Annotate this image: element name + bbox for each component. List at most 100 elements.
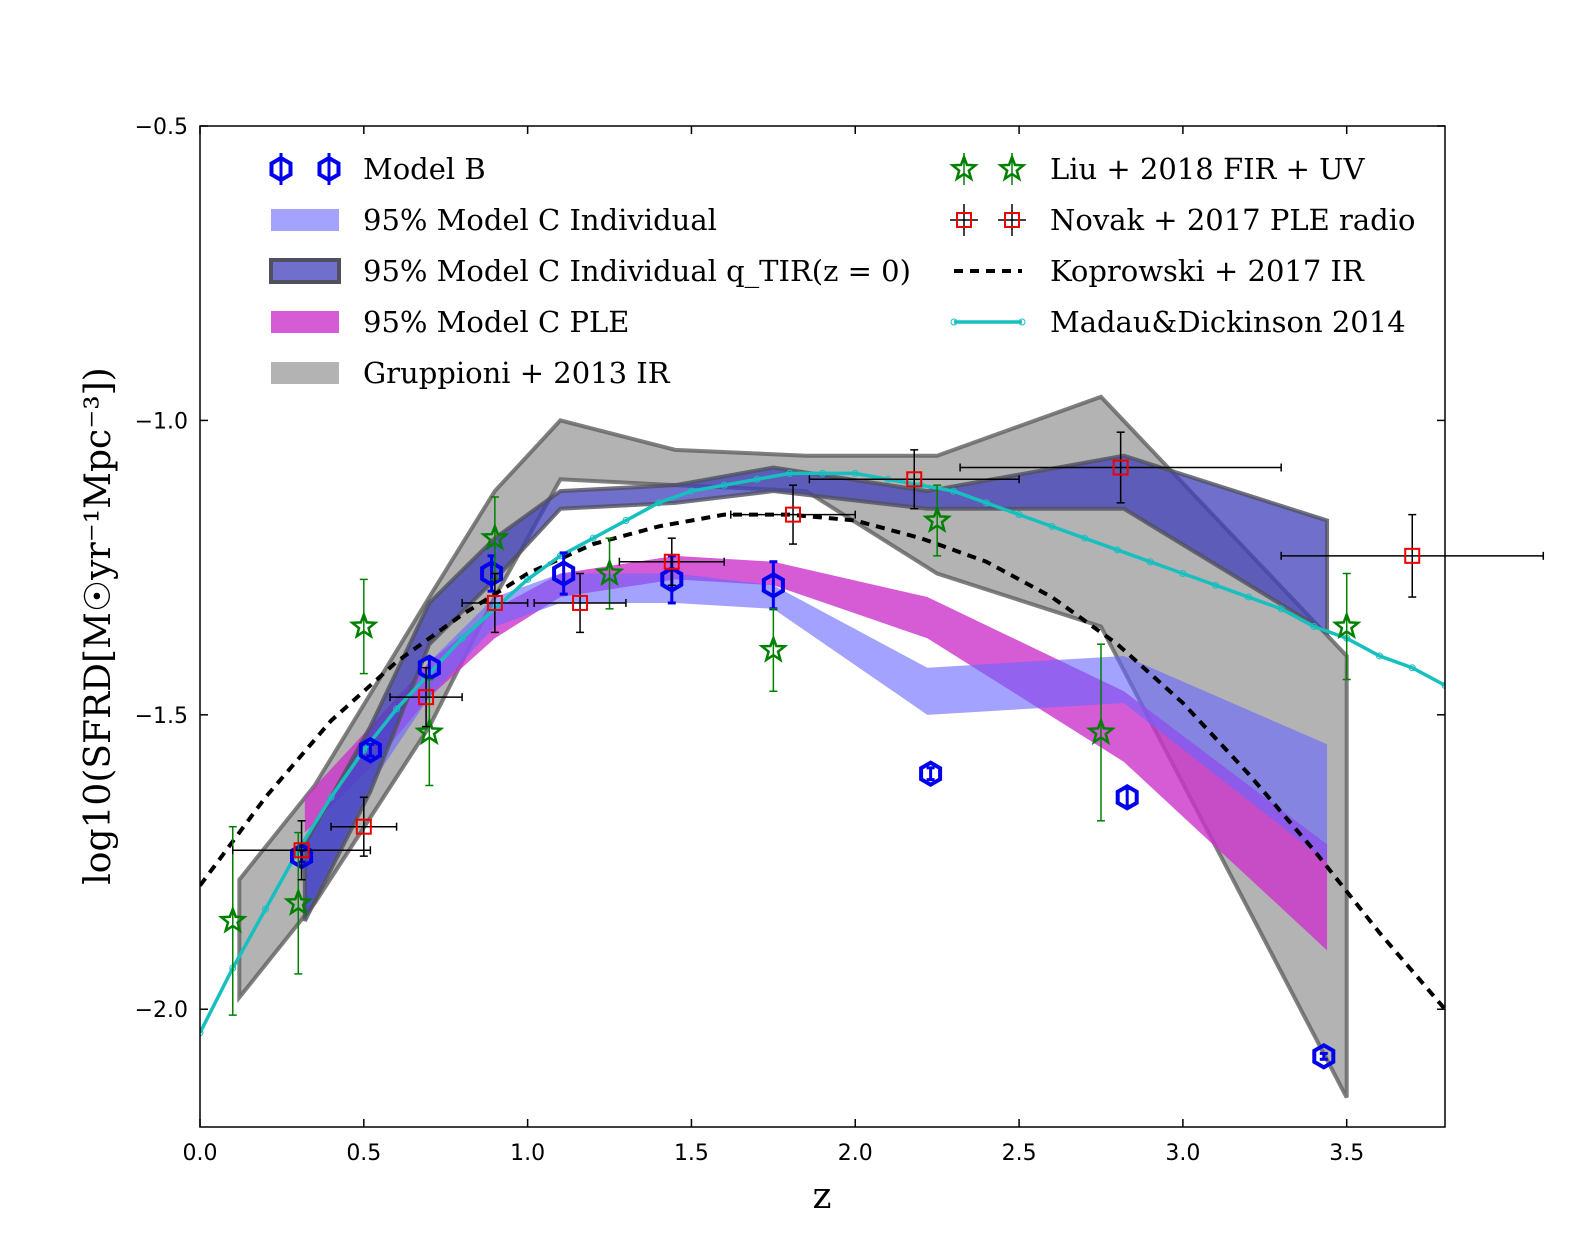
point-liu-2018-fir-uv [218, 905, 248, 934]
line-marker [200, 1029, 204, 1037]
legend-swatch [271, 209, 339, 231]
line-marker [1375, 652, 1383, 660]
point-liu-2018-fir-uv [283, 887, 314, 916]
line-marker [622, 517, 630, 525]
x-tick-label: 0.0 [183, 1141, 218, 1166]
point-novak-2017-ple-radio [1404, 547, 1421, 564]
legend-swatch [956, 212, 972, 228]
point-liu-2018-fir-uv [758, 634, 789, 663]
line-marker [1212, 581, 1220, 589]
line-marker [1113, 546, 1121, 554]
line-marker [786, 469, 794, 477]
legend-label: Koprowski + 2017 IR [1050, 254, 1365, 288]
line-marker [589, 534, 597, 542]
line-marker [1244, 593, 1252, 601]
legend-label: Liu + 2018 FIR + UV [1050, 152, 1366, 186]
legend-swatch [949, 153, 979, 182]
point-novak-2017-ple-radio [486, 594, 503, 611]
point-model-b [417, 654, 441, 682]
line-marker [393, 705, 401, 713]
legend-swatch [1018, 318, 1026, 326]
legend-swatch [1004, 212, 1020, 228]
legend-label: Novak + 2017 PLE radio [1050, 203, 1415, 237]
line-marker [982, 499, 990, 507]
line-marker [1441, 681, 1445, 689]
legend-label: 95% Model C Individual [363, 203, 717, 237]
line-marker [1048, 522, 1056, 530]
point-model-b [1115, 783, 1139, 811]
line-marker [458, 634, 466, 642]
point-model-b [1312, 1042, 1336, 1070]
line-marker [819, 469, 826, 477]
data-points [218, 431, 1545, 1070]
legend-swatch [950, 318, 958, 326]
legend-label: Madau&Dickinson 2014 [1050, 305, 1406, 339]
legend-swatch [317, 155, 341, 183]
point-novak-2017-ple-radio [355, 818, 372, 835]
x-tick-label: 3.0 [1165, 1141, 1200, 1166]
line-marker [1310, 623, 1318, 630]
point-model-b [919, 760, 943, 788]
line-koprowski-2017-ir [200, 512, 1445, 1011]
point-novak-2017-ple-radio [293, 842, 310, 859]
point-novak-2017-ple-radio [572, 594, 589, 611]
point-model-b [552, 560, 576, 587]
y-axis-title: log10(SFRD[M☉yr⁻¹Mpc⁻³]) [78, 367, 119, 884]
point-novak-2017-ple-radio [785, 506, 802, 523]
y-tick-label: −2.0 [135, 998, 188, 1023]
y-tick-label: −1.5 [135, 704, 188, 729]
band-gruppioni-2013-ir [237, 394, 1349, 1099]
point-novak-2017-ple-radio [906, 471, 923, 488]
y-tick-label: −0.5 [135, 115, 188, 140]
plot-frame [199, 125, 1446, 1128]
line-marker [1015, 511, 1023, 519]
point-model-b [761, 571, 785, 599]
line-marker [655, 499, 663, 507]
line-marker [262, 905, 270, 913]
point-novak-2017-ple-radio [663, 553, 680, 570]
point-liu-2018-fir-uv [349, 610, 379, 640]
x-tick-label: 2.0 [838, 1141, 873, 1166]
line-marker [950, 487, 958, 495]
line-marker [327, 793, 335, 801]
line-marker [1277, 605, 1285, 613]
legend-label: Model B [363, 152, 486, 186]
line-marker [1081, 534, 1089, 542]
legend-swatch [271, 311, 339, 333]
x-tick-label: 0.5 [346, 1141, 381, 1166]
legend-label: 95% Model C PLE [363, 305, 629, 339]
legend-swatch [271, 362, 339, 384]
point-liu-2018-fir-uv [594, 557, 625, 587]
axes: 0.0 0.5 1.0 1.5 2.0 2.5 3.0 3.5 −0.5 −1.0 −1.5 −2.0 [135, 115, 1445, 1166]
point-novak-2017-ple-radio [1112, 459, 1129, 476]
point-liu-2018-fir-uv [1086, 716, 1116, 746]
legend-swatch [269, 155, 293, 183]
line-marker [1408, 664, 1416, 672]
line-marker [753, 475, 761, 483]
line-marker [687, 487, 695, 495]
line-marker [851, 469, 859, 477]
x-tick-label: 1.0 [510, 1141, 545, 1166]
point-liu-2018-fir-uv [480, 522, 510, 551]
point-liu-2018-fir-uv [414, 716, 445, 746]
point-novak-2017-ple-radio [418, 689, 435, 706]
legend-label: 95% Model C Individual q_TIR(z = 0) [363, 254, 911, 289]
line-marker [524, 575, 532, 583]
x-tick-label: 3.5 [1329, 1141, 1364, 1166]
point-liu-2018-fir-uv [1331, 610, 1362, 640]
point-model-b [358, 736, 382, 764]
band-95-model-c-ple [304, 555, 1328, 951]
point-model-b [660, 566, 684, 593]
legend-swatch [997, 153, 1027, 182]
line-marker [720, 481, 728, 489]
y-tick-label: −1.0 [135, 409, 188, 434]
point-model-b [480, 560, 504, 587]
line-marker [1146, 558, 1154, 566]
x-axis-title: z [813, 1176, 832, 1217]
legend-swatch [269, 258, 341, 284]
x-tick-label: 1.5 [674, 1141, 709, 1166]
x-tick-label: 2.5 [1002, 1141, 1037, 1166]
point-liu-2018-fir-uv [922, 504, 952, 534]
legend-label: Gruppioni + 2013 IR [363, 356, 671, 390]
